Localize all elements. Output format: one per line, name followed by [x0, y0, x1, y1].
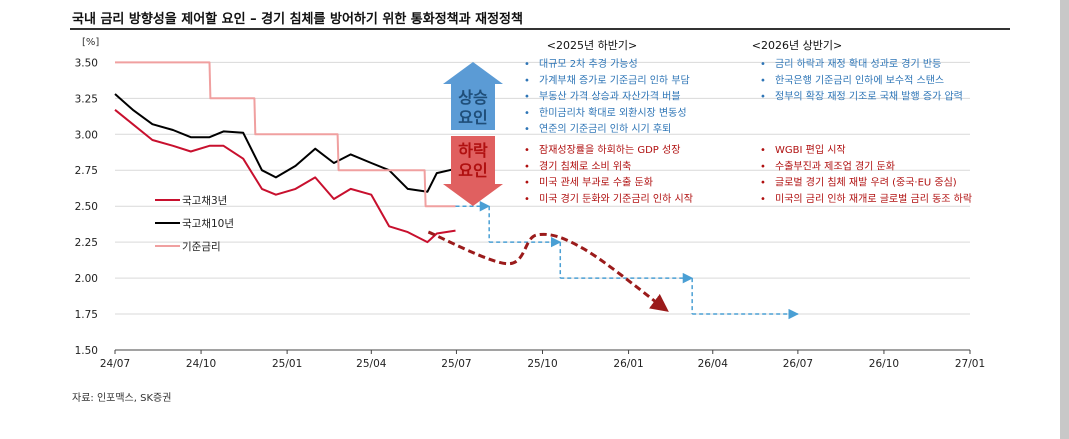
x-tick-label: 26/01 — [613, 358, 643, 370]
header-2025h2: <2025년 하반기> — [547, 38, 637, 52]
x-tick-label: 27/01 — [955, 358, 985, 370]
up-factor-arrow — [443, 62, 503, 130]
x-tick-label: 25/07 — [441, 358, 471, 370]
legend-label-kr10y: 국고채10년 — [182, 218, 234, 230]
legend-label-kr3y: 국고채3년 — [182, 195, 227, 207]
y-axis-unit: [%] — [82, 37, 100, 48]
down-factor-arrow-label-2: 요인 — [458, 161, 487, 180]
y-tick-label: 2.00 — [75, 273, 98, 285]
down-2026h1-bullet: • — [760, 145, 766, 156]
y-tick-label: 3.00 — [75, 129, 98, 141]
y-tick-label: 2.75 — [75, 165, 98, 177]
down-2025h2-bullet: • — [524, 145, 530, 156]
source-note: 자료: 인포맥스, SK증권 — [72, 393, 172, 404]
down-2025h2-bullet: • — [524, 161, 530, 172]
y-tick-label: 3.25 — [75, 93, 98, 105]
x-tick-label: 26/10 — [869, 358, 899, 370]
up-factor-arrow-label-1: 상승 — [458, 88, 488, 107]
title-divider — [70, 28, 1010, 30]
x-tick-label: 24/07 — [100, 358, 130, 370]
up-2026h1-bullet: • — [760, 59, 766, 70]
down-factor-arrow-label-1: 하락 — [458, 141, 488, 160]
up-2026h1-bullet: • — [760, 75, 766, 86]
down-2026h1-item: 수출부진과 제조업 경기 둔화 — [775, 159, 895, 172]
up-2025h2-bullet: • — [524, 124, 530, 135]
series-layer — [114, 61, 799, 320]
down-2025h2-bullet: • — [524, 194, 530, 205]
down-factor-arrow — [443, 136, 503, 206]
up-2026h1-item: 금리 하락과 재정 확대 성과로 경기 반등 — [775, 57, 941, 70]
chart-title: 국내 금리 방향성을 제어할 요인 – 경기 침체를 방어하기 위한 통화정책과… — [72, 12, 523, 27]
down-2026h1-item: WGBI 편입 시작 — [775, 143, 846, 156]
up-2026h1-bullet: • — [760, 92, 766, 103]
down-2025h2-bullet: • — [524, 178, 530, 189]
header-2026h1: <2026년 상반기> — [752, 39, 842, 52]
series-line-kr3y — [114, 109, 456, 244]
up-2025h2-item: 연준의 기준금리 인하 시기 후퇴 — [539, 122, 671, 135]
axes-layer: 1.50 1.75 2.00 2.25 2.50 2.75 3.00 3.25 3.50 24/0… — [75, 57, 986, 370]
down-2026h1-item: 미국의 금리 인하 재개로 글로벌 금리 동조 하락 — [775, 192, 972, 205]
y-tick-label: 1.75 — [75, 309, 98, 321]
down-2026h1-bullet: • — [760, 178, 766, 189]
forecast-curve — [427, 230, 669, 312]
up-2025h2-item: 한미금리차 확대로 외환시장 변동성 — [539, 107, 687, 119]
up-2025h2-item: 부동산 가격 상승과 자산가격 버블 — [539, 90, 681, 103]
up-2025h2-bullet: • — [524, 108, 530, 119]
legend-label-base_rate: 기준금리 — [182, 241, 221, 253]
down-2026h1-bullet: • — [760, 194, 766, 205]
down-2026h1-bullet: • — [760, 161, 766, 172]
up-2025h2-bullet: • — [524, 92, 530, 103]
up-2026h1-item: 한국은행 기준금리 인하에 보수적 스탠스 — [775, 73, 944, 86]
down-2025h2-item: 미국 관세 부과로 수출 둔화 — [539, 177, 653, 189]
x-tick-label: 24/10 — [186, 358, 216, 370]
page-edge — [1060, 0, 1069, 439]
series-line-base_rate — [115, 61, 456, 208]
up-2025h2-bullet: • — [524, 75, 530, 86]
up-2026h1-item: 정부의 확장 재정 기조로 국채 발행 증가 압력 — [775, 90, 963, 103]
down-2025h2-item: 잠재성장률을 하회하는 GDP 성장 — [539, 143, 680, 156]
y-tick-label: 3.50 — [75, 57, 98, 69]
x-tick-label: 25/01 — [272, 358, 302, 370]
x-tick-label: 26/07 — [783, 358, 813, 370]
x-tick-label: 25/04 — [356, 358, 387, 370]
grid-layer — [115, 61, 970, 351]
y-tick-label: 2.25 — [75, 237, 98, 249]
up-2025h2-item: 가계부채 증가로 기준금리 인하 부담 — [539, 73, 690, 86]
down-2026h1-item: 글로벌 경기 침체 재발 우려 (중국·EU 중심) — [775, 176, 957, 189]
y-tick-label: 2.50 — [75, 201, 98, 213]
down-2025h2-item: 경기 침체로 소비 위축 — [539, 159, 631, 172]
series-line-kr10y — [114, 93, 466, 193]
y-tick-label: 1.50 — [75, 345, 98, 357]
up-2025h2-item: 대규모 2차 추경 가능성 — [539, 57, 638, 70]
x-tick-label: 25/10 — [527, 358, 557, 370]
down-2025h2-item: 미국 경기 둔화와 기준금리 인하 시작 — [539, 192, 693, 205]
x-tick-label: 26/04 — [698, 358, 729, 370]
up-2025h2-bullet: • — [524, 59, 530, 70]
up-factor-arrow-label-2: 요인 — [458, 108, 487, 127]
